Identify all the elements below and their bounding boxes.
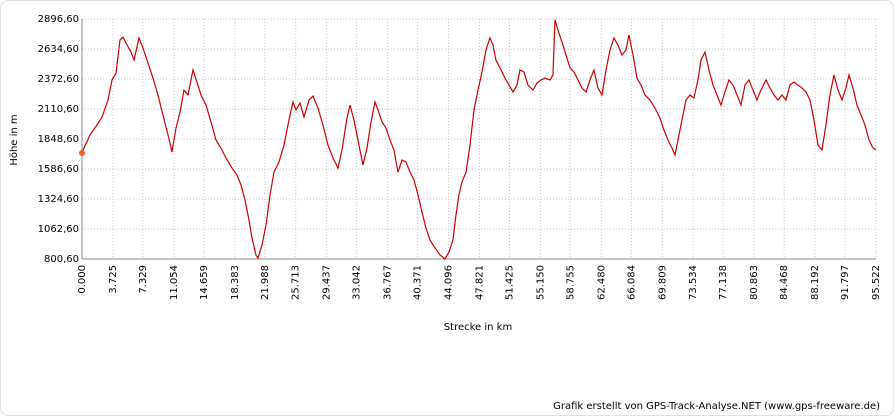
x-axis-label: Strecke in km bbox=[444, 322, 512, 333]
x-tick-label: 36.767 bbox=[383, 265, 394, 300]
x-tick-label: 66.084 bbox=[626, 265, 637, 300]
x-tick-label: 69.809 bbox=[657, 265, 668, 300]
y-tick-label: 1586,60 bbox=[38, 164, 79, 175]
x-tick-label: 21.988 bbox=[260, 265, 271, 300]
x-tick-label: 33.042 bbox=[352, 265, 363, 300]
x-tick-label: 3.725 bbox=[108, 265, 119, 294]
x-tick-label: 95.522 bbox=[871, 265, 882, 300]
x-tick-label: 55.150 bbox=[535, 265, 546, 300]
x-tick-label: 29.437 bbox=[322, 265, 333, 300]
y-tick-label: 1848,60 bbox=[38, 134, 79, 145]
elevation-line bbox=[81, 19, 877, 260]
x-tick-label: 44.096 bbox=[444, 265, 455, 300]
x-tick-label: 0.000 bbox=[77, 265, 88, 294]
x-tick-label: 7.329 bbox=[138, 265, 149, 294]
x-tick-label: 80.863 bbox=[749, 265, 760, 300]
x-tick-label: 47.821 bbox=[474, 265, 485, 300]
y-tick-label: 800,60 bbox=[44, 254, 79, 265]
y-axis-label: Höhe in m bbox=[9, 114, 20, 165]
x-tick-label: 88.192 bbox=[810, 265, 821, 300]
y-tick-label: 2896,60 bbox=[38, 14, 79, 25]
credit: Grafik erstellt von GPS-Track-Analyse.NE… bbox=[553, 401, 880, 412]
x-tick-label: 11.054 bbox=[169, 265, 180, 300]
start-marker bbox=[79, 150, 85, 157]
x-tick-label: 58.755 bbox=[565, 265, 576, 300]
x-tick-label: 25.713 bbox=[291, 265, 302, 300]
x-tick-label: 40.371 bbox=[413, 265, 424, 300]
x-tick-label: 84.468 bbox=[779, 265, 790, 300]
x-tick-label: 14.659 bbox=[199, 265, 210, 300]
y-tick-label: 1062,60 bbox=[38, 224, 79, 235]
x-tick-label: 51.425 bbox=[504, 265, 515, 300]
y-tick-label: 1324,60 bbox=[38, 194, 79, 205]
x-tick-label: 62.480 bbox=[596, 265, 607, 300]
y-tick-label: 2634,60 bbox=[38, 44, 79, 55]
x-tick-label: 77.138 bbox=[718, 265, 729, 300]
x-tick-label: 73.534 bbox=[688, 265, 699, 300]
x-tick-label: 18.383 bbox=[230, 265, 241, 300]
x-tick-label: 91.797 bbox=[840, 265, 851, 300]
y-tick-label: 2110,60 bbox=[38, 104, 79, 115]
y-tick-label: 2372,60 bbox=[38, 74, 79, 85]
